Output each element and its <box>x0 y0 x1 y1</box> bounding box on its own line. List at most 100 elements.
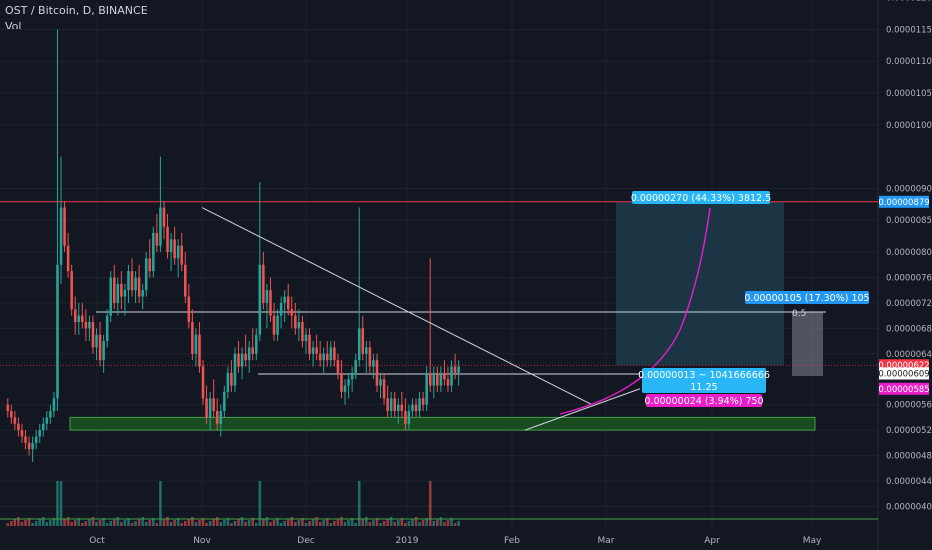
candle-body <box>219 411 223 424</box>
price-tag-bg <box>879 367 929 380</box>
symbol-title: OST / Bitcoin, D, BINANCE <box>5 4 148 17</box>
candle-body <box>393 398 396 412</box>
volume-bar <box>301 518 304 526</box>
volume-bar <box>315 517 318 526</box>
candle-body <box>42 423 45 431</box>
range-mid-label-b: 11.25 <box>690 382 717 393</box>
candle-body <box>443 372 446 380</box>
volume-bar <box>13 519 17 526</box>
candle-body <box>194 334 198 354</box>
candle-body <box>428 372 432 386</box>
volume-bar <box>173 520 176 526</box>
volume-bar <box>34 521 38 526</box>
volume-bar <box>233 521 237 526</box>
volume-bar <box>343 522 347 526</box>
volume-bar <box>304 523 308 526</box>
volume-bar <box>418 522 421 526</box>
candle-body <box>425 372 428 405</box>
candle-body <box>336 360 340 373</box>
volume-bar <box>389 517 393 526</box>
volume-bar <box>450 518 453 526</box>
volume-bar <box>159 481 162 526</box>
volume-bar <box>297 520 301 526</box>
candle-body <box>255 334 258 354</box>
candle-body <box>453 366 457 373</box>
price-tag-bg <box>879 382 929 395</box>
candle-body <box>159 207 162 246</box>
volume-bar <box>194 522 198 526</box>
candle-body <box>297 322 301 329</box>
candle-body <box>283 296 286 303</box>
candle-body <box>141 290 144 297</box>
volume-bar <box>20 522 24 526</box>
volume-bar <box>10 521 13 526</box>
candle-body <box>240 353 244 367</box>
volume-bar <box>350 518 354 526</box>
volume-bar <box>294 522 297 526</box>
candle-body <box>59 207 63 265</box>
volume-bar <box>42 517 45 526</box>
candle-body <box>439 372 443 386</box>
x-tick-label: Nov <box>193 536 211 546</box>
volume-bar <box>113 519 116 526</box>
candle-body <box>34 436 38 443</box>
candle-body <box>180 245 183 265</box>
volume-bar <box>436 519 439 526</box>
range-top-label-bg <box>745 291 869 304</box>
candle-body <box>102 341 105 361</box>
volume-bar <box>286 519 290 526</box>
volume-bar <box>361 519 365 526</box>
candle-body <box>230 372 233 386</box>
candle-body <box>148 258 152 272</box>
candle-body <box>173 239 176 259</box>
volume-bar <box>269 522 272 526</box>
volume-bar <box>347 520 350 526</box>
volume-bar <box>230 523 233 526</box>
candle-body <box>379 379 382 386</box>
volume-bar <box>446 520 450 526</box>
y-tick-label: 0.00001200 <box>886 0 932 4</box>
x-tick-label: May <box>803 536 822 546</box>
candle-body <box>144 258 148 291</box>
candle-body <box>155 232 159 246</box>
volume-bar <box>432 521 436 526</box>
candle-body <box>6 404 10 412</box>
candle-body <box>400 404 404 412</box>
candle-body <box>84 322 88 329</box>
volume-bar <box>152 518 155 526</box>
volume-bar <box>105 523 109 526</box>
candle-body <box>152 232 155 272</box>
candle-body <box>290 309 294 316</box>
candle-body <box>251 347 254 354</box>
volume-bar <box>102 518 105 526</box>
candle-body <box>258 264 262 335</box>
volume-bar <box>255 523 258 526</box>
volume-bar <box>144 522 148 526</box>
candle-body <box>56 264 59 399</box>
volume-bar <box>77 518 81 526</box>
y-tick-label: 0.00000400 <box>886 502 932 512</box>
volume-bar <box>98 520 102 526</box>
price-tag-bg <box>879 195 929 208</box>
volume-bar <box>56 481 59 526</box>
volume-bar <box>212 519 215 526</box>
candle-body <box>162 207 166 227</box>
candle-body <box>304 334 308 342</box>
volume-bar <box>372 520 375 526</box>
volume-bar <box>116 517 120 526</box>
candle-body <box>326 353 329 361</box>
volume-bar <box>49 520 52 526</box>
volume-bar <box>127 518 130 526</box>
candle-body <box>329 347 333 361</box>
candle-body <box>372 360 375 367</box>
target-zone <box>616 201 784 366</box>
candle-body <box>137 277 141 297</box>
candle-body <box>315 347 318 354</box>
volume-bar <box>84 521 88 526</box>
volume-bar <box>208 521 212 526</box>
